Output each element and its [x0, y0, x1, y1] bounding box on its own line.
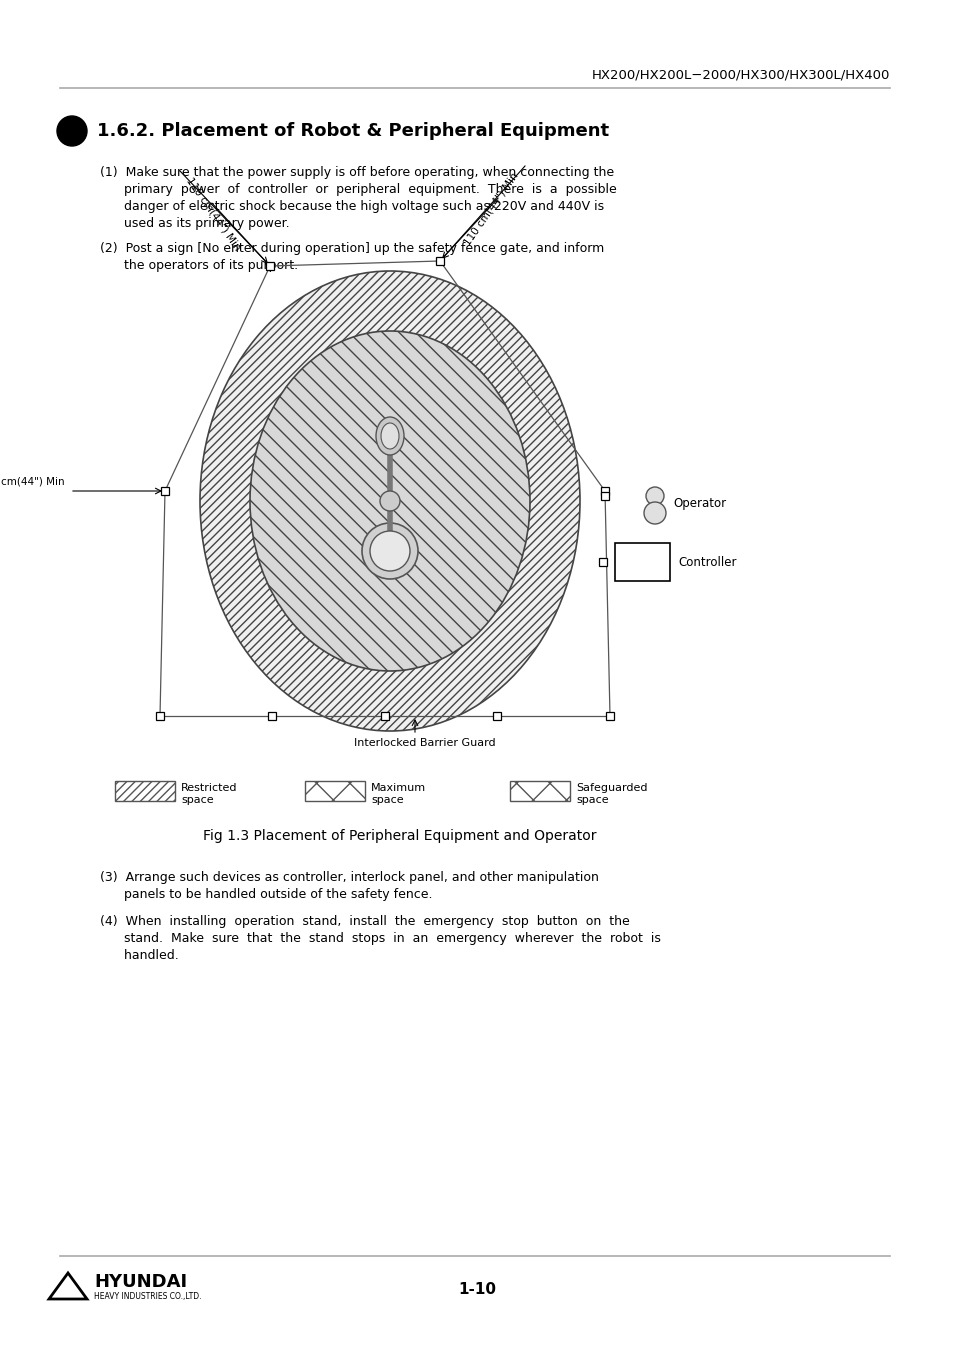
Text: 110 cm(44") Min: 110 cm(44") Min	[0, 476, 65, 486]
Ellipse shape	[375, 417, 403, 455]
Text: space: space	[371, 794, 403, 805]
Text: stand.  Make  sure  that  the  stand  stops  in  an  emergency  wherever  the  r: stand. Make sure that the stand stops in…	[100, 932, 660, 944]
Bar	[605, 712, 614, 720]
Bar	[268, 712, 276, 720]
Ellipse shape	[250, 331, 530, 671]
Text: panels to be handled outside of the safety fence.: panels to be handled outside of the safe…	[100, 888, 432, 901]
Text: Operator: Operator	[672, 497, 725, 509]
Bar	[600, 492, 608, 500]
Text: (1)  Make sure that the power supply is off before operating, when connecting th: (1) Make sure that the power supply is o…	[100, 166, 614, 178]
Text: (3)  Arrange such devices as controller, interlock panel, and other manipulation: (3) Arrange such devices as controller, …	[100, 871, 598, 884]
Text: 1.6.2. Placement of Robot & Peripheral Equipment: 1.6.2. Placement of Robot & Peripheral E…	[97, 122, 608, 141]
Text: Controller: Controller	[678, 555, 736, 569]
Circle shape	[57, 116, 87, 146]
Text: danger of electric shock because the high voltage such as 220V and 440V is: danger of electric shock because the hig…	[100, 200, 603, 213]
Bar	[510, 781, 569, 801]
Bar	[266, 262, 274, 270]
Text: the operators of its purport.: the operators of its purport.	[100, 259, 297, 272]
Text: handled.: handled.	[100, 948, 178, 962]
Bar	[156, 712, 164, 720]
Text: Interlocked Barrier Guard: Interlocked Barrier Guard	[354, 738, 496, 748]
Bar	[380, 712, 389, 720]
Circle shape	[361, 523, 417, 580]
Bar	[600, 486, 608, 494]
Circle shape	[379, 490, 399, 511]
Text: Maximum: Maximum	[371, 784, 426, 793]
Circle shape	[643, 503, 665, 524]
Text: HYUNDAI: HYUNDAI	[94, 1273, 187, 1292]
Text: space: space	[181, 794, 213, 805]
Text: 1-10: 1-10	[457, 1282, 496, 1297]
Text: 110 cm(44") Min: 110 cm(44") Min	[461, 170, 519, 247]
Text: Restricted: Restricted	[181, 784, 237, 793]
Text: primary  power  of  controller  or  peripheral  equipment.  There  is  a  possib: primary power of controller or periphera…	[100, 182, 616, 196]
Text: HEAVY INDUSTRIES CO.,LTD.: HEAVY INDUSTRIES CO.,LTD.	[94, 1292, 201, 1301]
Text: used as its primary power.: used as its primary power.	[100, 218, 290, 230]
Text: Safeguarded: Safeguarded	[576, 784, 647, 793]
Text: Fig 1.3 Placement of Peripheral Equipment and Operator: Fig 1.3 Placement of Peripheral Equipmen…	[203, 830, 597, 843]
Bar	[161, 486, 169, 494]
Text: space: space	[576, 794, 608, 805]
Bar	[598, 558, 606, 566]
Ellipse shape	[200, 272, 579, 731]
Text: !: !	[68, 122, 76, 141]
Bar	[615, 543, 669, 581]
Ellipse shape	[380, 423, 398, 449]
Circle shape	[370, 531, 410, 571]
Bar	[436, 257, 443, 265]
Circle shape	[645, 486, 663, 505]
Bar	[305, 781, 365, 801]
Text: 110 cm(44") Min: 110 cm(44") Min	[185, 176, 243, 251]
Bar	[115, 781, 174, 801]
Text: (2)  Post a sign [No enter during operation] up the safety fence gate, and infor: (2) Post a sign [No enter during operati…	[100, 242, 603, 255]
Bar	[493, 712, 501, 720]
Text: (4)  When  installing  operation  stand,  install  the  emergency  stop  button : (4) When installing operation stand, ins…	[100, 915, 629, 928]
Text: HX200/HX200L−2000/HX300/HX300L/HX400: HX200/HX200L−2000/HX300/HX300L/HX400	[591, 68, 889, 81]
